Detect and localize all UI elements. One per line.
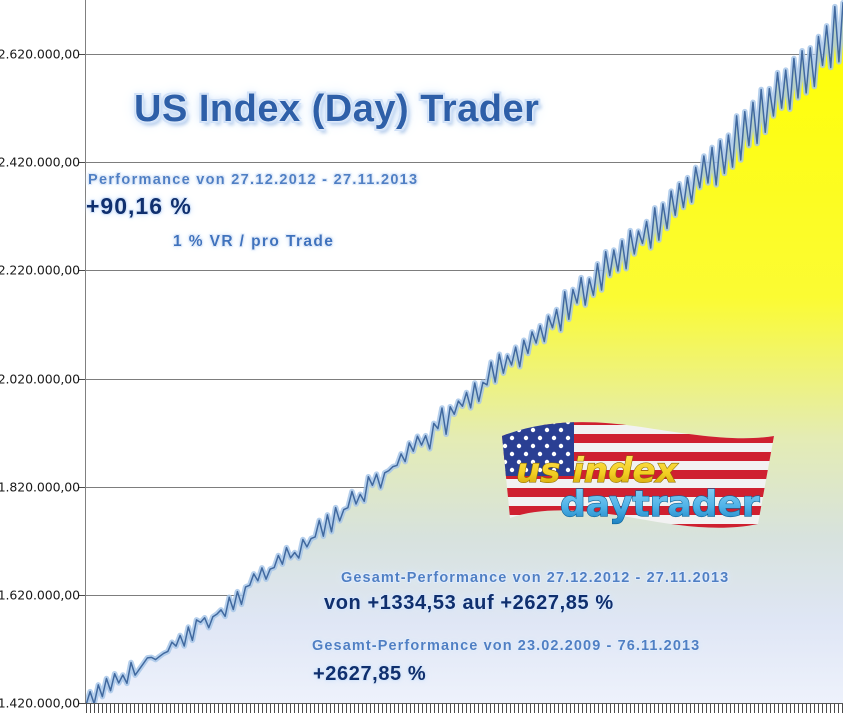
gridline	[85, 162, 843, 163]
y-axis-tick	[78, 54, 86, 55]
performance-value: +90,16 %	[86, 193, 192, 219]
logo-text-bottom: daytrader	[560, 484, 760, 525]
y-axis-label: 1.620.000,00	[0, 587, 80, 603]
y-axis-tick	[78, 595, 86, 596]
gridline	[85, 54, 843, 55]
gridline	[85, 270, 843, 271]
us-index-daytrader-logo: us index daytrader	[488, 406, 800, 546]
y-axis-line	[85, 0, 86, 704]
total-performance-2-value: +2627,85 %	[313, 663, 427, 685]
y-axis-label: 2.420.000,00	[0, 154, 80, 170]
area-fill	[86, 2, 843, 703]
performance-header: Performance von 27.12.2012 - 27.11.2013	[88, 172, 419, 188]
equity-line	[86, 1, 843, 703]
total-performance-2-header: Gesamt-Performance von 23.02.2009 - 76.1…	[312, 638, 701, 654]
total-performance-1-header: Gesamt-Performance von 27.12.2012 - 27.1…	[341, 570, 730, 586]
x-axis-line	[85, 703, 843, 704]
equity-curve-svg	[86, 0, 843, 703]
x-axis-ticks	[86, 704, 843, 713]
y-axis-label: 2.020.000,00	[0, 371, 80, 387]
y-axis-tick	[78, 270, 86, 271]
risk-per-trade-note: 1 % VR / pro Trade	[173, 233, 335, 250]
page-title: US Index (Day) Trader	[134, 88, 540, 130]
y-axis-label: 1.420.000,00	[0, 695, 80, 711]
total-performance-1-value: von +1334,53 auf +2627,85 %	[324, 592, 614, 614]
gridline	[85, 379, 843, 380]
y-axis-tick	[78, 379, 86, 380]
logo-text-top: us index	[516, 451, 679, 491]
equity-curve-plot	[86, 0, 843, 703]
y-axis-label: 1.820.000,00	[0, 479, 80, 495]
y-axis-tick	[78, 487, 86, 488]
y-axis-label: 2.620.000,00	[0, 46, 80, 62]
y-axis-tick	[78, 703, 86, 704]
y-axis-tick	[78, 162, 86, 163]
logo-svg: us index daytrader	[502, 422, 774, 528]
y-axis-label: 2.220.000,00	[0, 262, 80, 278]
